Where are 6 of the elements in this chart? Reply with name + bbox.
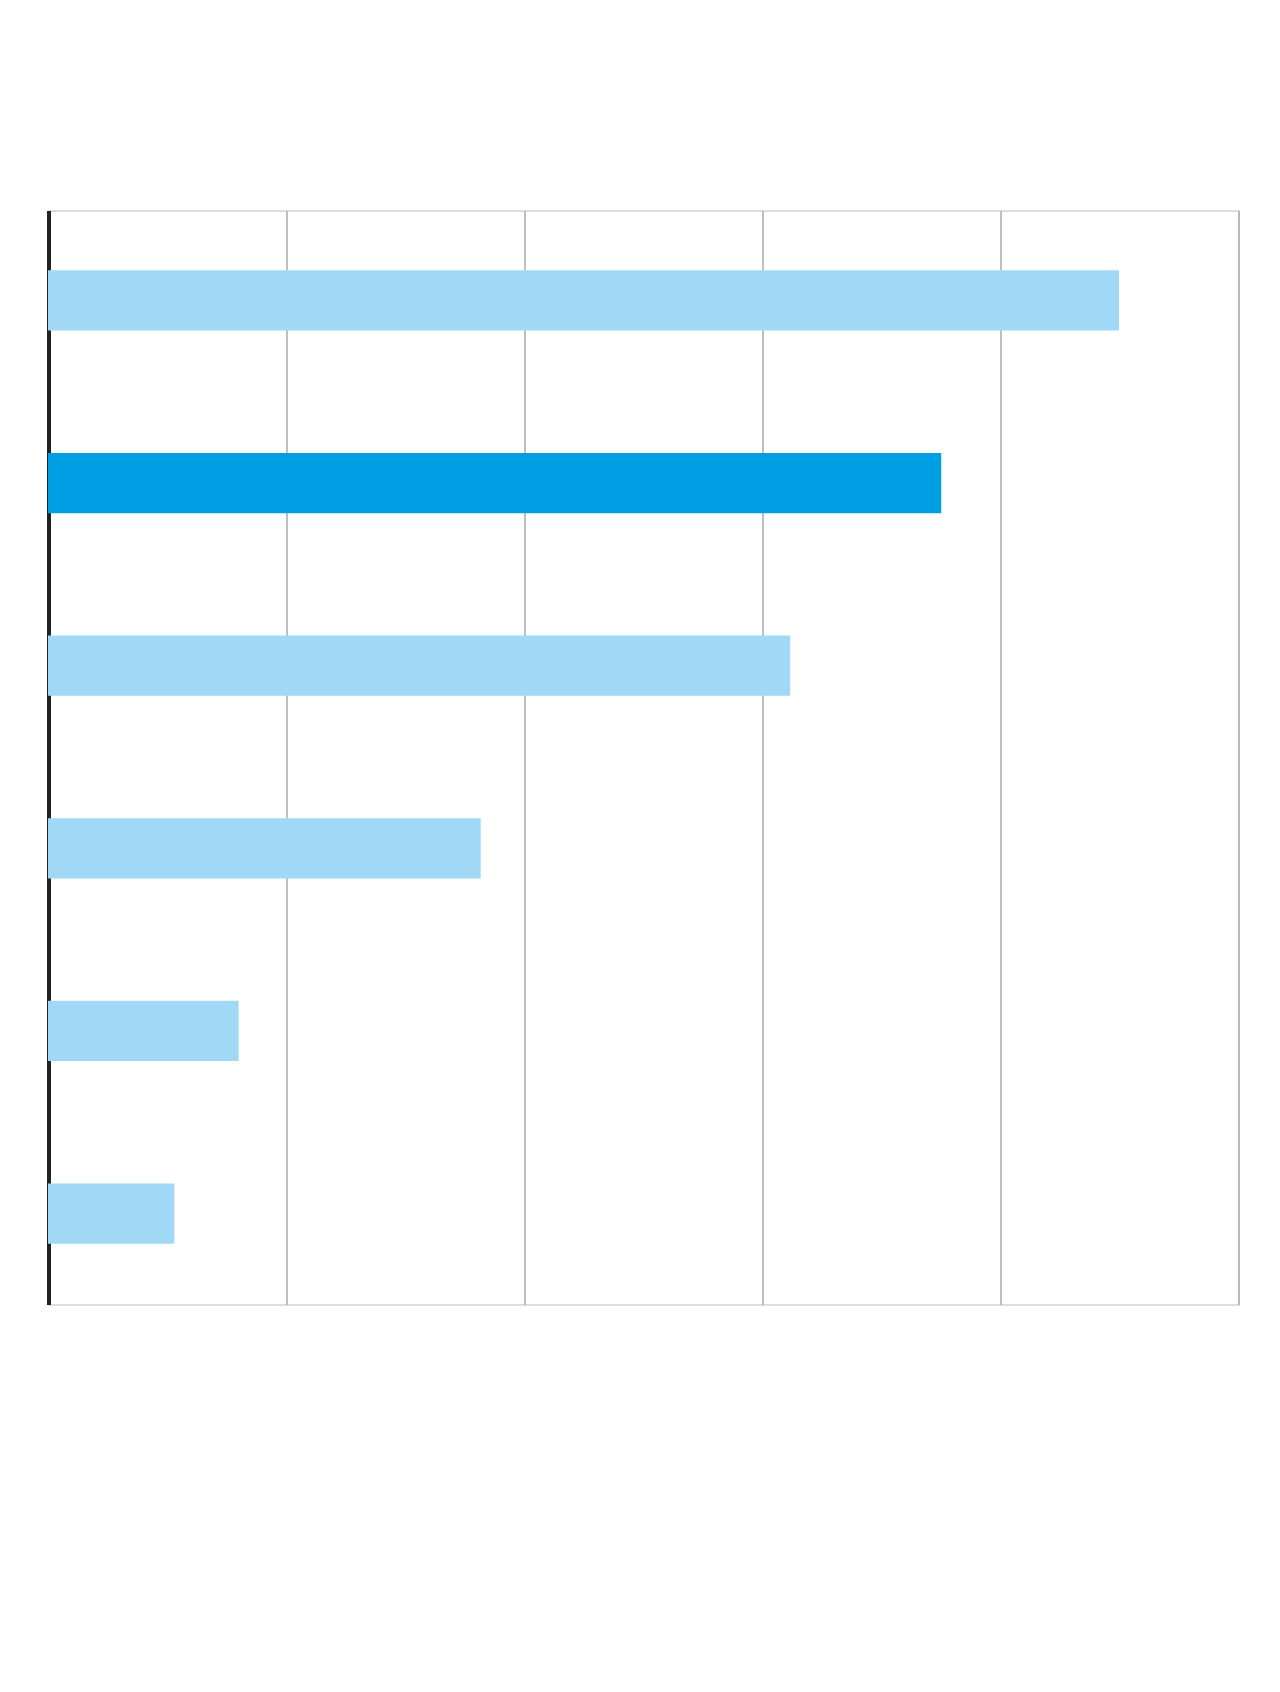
bar bbox=[48, 1183, 175, 1244]
bar bbox=[48, 635, 791, 696]
bar bbox=[48, 1000, 239, 1062]
bar bbox=[48, 452, 942, 514]
bar bbox=[48, 818, 481, 879]
bar bbox=[48, 270, 1119, 331]
